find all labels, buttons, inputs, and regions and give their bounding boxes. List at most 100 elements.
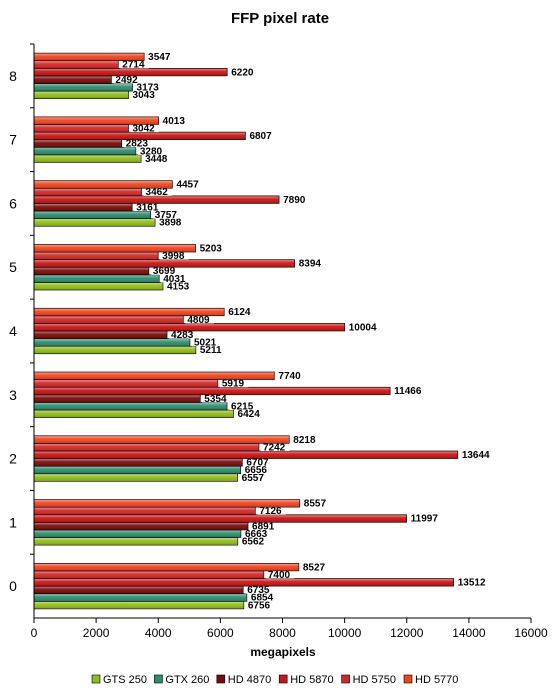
bar <box>33 578 455 587</box>
data-label: 3043 <box>133 90 156 101</box>
data-label-bg <box>219 379 249 388</box>
bar <box>33 315 184 324</box>
data-label-bg <box>455 578 491 587</box>
data-label: 3448 <box>145 154 168 165</box>
data-label-bg <box>459 450 495 459</box>
data-label: 3547 <box>148 52 171 63</box>
bar <box>33 522 249 531</box>
data-label: 6756 <box>248 600 271 611</box>
legend-swatch <box>216 674 226 684</box>
data-label-bg <box>113 75 142 84</box>
data-label-bg <box>229 68 258 76</box>
data-label: 4809 <box>187 315 210 326</box>
category-label: 8 <box>9 68 17 84</box>
data-label-bg <box>392 387 427 395</box>
data-label-bg <box>134 83 163 92</box>
data-label-bg <box>143 188 172 196</box>
plot-area: 0 2000 4000 6000 8000 10000 12000 14000 16000067… <box>9 43 548 640</box>
data-label: 6424 <box>238 409 261 420</box>
data-label: 6215 <box>231 401 254 412</box>
legend-label: HD 5770 <box>415 674 458 686</box>
data-label-bg <box>130 124 159 133</box>
data-label-bg <box>245 601 275 609</box>
data-label-bg <box>229 402 258 410</box>
bar <box>33 251 159 260</box>
legend-label: HD 5870 <box>290 674 333 686</box>
data-label-bg <box>165 282 194 291</box>
bar <box>33 506 256 516</box>
data-label: 11466 <box>394 386 422 397</box>
bar <box>33 529 242 538</box>
data-label-bg <box>248 593 278 602</box>
data-label-bg <box>161 274 190 283</box>
data-label: 4013 <box>163 116 186 127</box>
data-label-bg <box>152 211 182 219</box>
data-label-bg <box>146 53 175 61</box>
data-label-bg <box>150 267 180 275</box>
data-label-bg <box>239 473 269 482</box>
bar <box>33 187 142 197</box>
data-label: 4031 <box>163 274 186 285</box>
x-tick-label: 10000 <box>328 626 362 640</box>
bar <box>33 499 301 508</box>
bar <box>33 139 122 148</box>
x-tick-label: 4000 <box>145 626 172 640</box>
bar <box>33 203 133 212</box>
bar <box>33 60 119 69</box>
data-label: 3462 <box>146 187 169 198</box>
legend-label: HD 5750 <box>353 674 396 686</box>
chart-title: FFP pixel rate <box>231 10 329 27</box>
data-label: 3699 <box>153 266 176 277</box>
data-label: 5919 <box>222 379 245 390</box>
category-label: 2 <box>9 451 17 467</box>
x-tick-label: 2000 <box>83 626 110 640</box>
data-label: 6562 <box>242 537 265 548</box>
bar <box>33 75 112 84</box>
x-tick-label: 14000 <box>452 626 486 640</box>
bar <box>33 218 156 227</box>
data-label-bg <box>242 466 272 474</box>
bar <box>33 282 164 291</box>
x-tick-label: 0 <box>31 626 38 640</box>
data-label: 6557 <box>242 473 265 484</box>
bar <box>33 146 137 156</box>
data-label: 7242 <box>263 442 286 453</box>
data-label: 7890 <box>283 195 306 206</box>
bar <box>33 473 238 482</box>
data-label: 8394 <box>299 259 322 270</box>
data-label-bg <box>265 570 295 579</box>
data-label-bg <box>202 394 231 403</box>
data-label: 3280 <box>140 146 163 157</box>
data-label: 6707 <box>246 458 269 469</box>
data-label: 3173 <box>137 82 160 93</box>
x-tick-label: 6000 <box>207 626 234 640</box>
bar <box>33 371 275 380</box>
bar <box>33 90 129 99</box>
data-label: 10004 <box>349 322 377 333</box>
category-label: 1 <box>9 514 17 530</box>
bar <box>33 274 160 283</box>
data-label-bg <box>239 537 269 546</box>
data-label-bg <box>242 529 272 538</box>
data-label-bg <box>169 331 198 339</box>
data-label: 3161 <box>136 202 159 213</box>
data-label-bg <box>157 218 186 227</box>
data-label-bg <box>185 315 214 324</box>
data-label-bg <box>301 499 331 508</box>
data-label-bg <box>134 203 163 212</box>
legend-swatch <box>403 674 413 684</box>
bar <box>33 465 242 475</box>
bar <box>33 124 129 133</box>
bar <box>33 585 244 595</box>
x-axis-label: megapixels <box>250 645 316 659</box>
data-label-bg <box>247 132 276 140</box>
data-label-bg <box>174 180 203 189</box>
legend-swatch <box>341 674 350 684</box>
bar <box>33 180 173 189</box>
data-label-bg <box>120 60 149 69</box>
bar <box>33 443 260 452</box>
bar <box>33 593 248 602</box>
bar <box>33 537 239 546</box>
data-label: 3998 <box>162 251 185 262</box>
